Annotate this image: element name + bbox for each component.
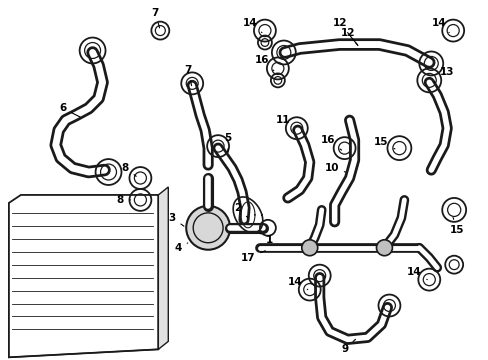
Text: 14: 14 <box>287 276 307 289</box>
Circle shape <box>301 240 317 256</box>
Text: 11: 11 <box>275 115 293 130</box>
Text: 17: 17 <box>240 251 265 263</box>
Text: 6: 6 <box>59 103 80 117</box>
Text: 16: 16 <box>254 55 273 71</box>
Text: 1: 1 <box>260 233 273 245</box>
Text: 14: 14 <box>431 18 448 32</box>
Text: 7: 7 <box>184 66 191 86</box>
Text: 14: 14 <box>406 267 427 280</box>
Text: 8: 8 <box>117 195 130 205</box>
Text: 15: 15 <box>373 137 394 149</box>
Circle shape <box>186 206 229 250</box>
Text: 15: 15 <box>449 217 464 235</box>
Text: 9: 9 <box>340 339 355 354</box>
Text: 16: 16 <box>320 135 341 150</box>
Circle shape <box>376 240 392 256</box>
Text: 2: 2 <box>234 203 247 218</box>
Text: 14: 14 <box>242 18 262 32</box>
Text: 12: 12 <box>340 28 357 45</box>
Text: 3: 3 <box>168 213 183 226</box>
Polygon shape <box>158 187 168 349</box>
Text: 5: 5 <box>224 133 231 152</box>
Polygon shape <box>9 195 158 357</box>
Text: 10: 10 <box>324 163 345 173</box>
Text: 13: 13 <box>433 67 453 82</box>
Text: 4: 4 <box>174 243 187 253</box>
Text: 8: 8 <box>122 163 136 176</box>
Text: 12: 12 <box>332 18 357 45</box>
Text: 7: 7 <box>151 8 159 28</box>
